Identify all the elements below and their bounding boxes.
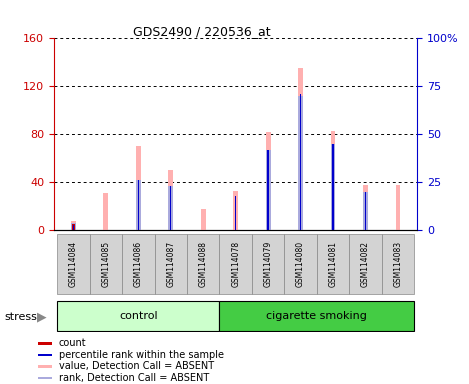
Bar [363, 192, 368, 230]
Text: GSM114083: GSM114083 [393, 241, 402, 287]
Bar [90, 234, 122, 293]
Bar [72, 224, 75, 230]
Bar [333, 144, 334, 230]
Bar [349, 234, 382, 293]
Bar [71, 223, 76, 230]
Bar [219, 234, 252, 293]
Bar [219, 301, 414, 331]
Bar [382, 234, 414, 293]
Bar [136, 146, 141, 230]
Bar [317, 234, 349, 293]
Bar [331, 144, 335, 230]
Bar [57, 234, 90, 293]
Bar [300, 94, 301, 230]
Bar [395, 185, 401, 230]
Text: GSM114087: GSM114087 [166, 241, 175, 287]
Text: cigarette smoking: cigarette smoking [266, 311, 367, 321]
Text: GSM114084: GSM114084 [69, 241, 78, 287]
Text: GSM114081: GSM114081 [328, 241, 338, 287]
Bar [267, 150, 269, 230]
Bar [298, 96, 303, 230]
Text: ▶: ▶ [38, 310, 47, 323]
Bar [168, 170, 173, 230]
Bar [57, 301, 219, 331]
Text: GSM114078: GSM114078 [231, 241, 240, 287]
Text: GSM114086: GSM114086 [134, 241, 143, 287]
Text: GSM114080: GSM114080 [296, 241, 305, 287]
Text: value, Detection Call = ABSENT: value, Detection Call = ABSENT [59, 361, 214, 371]
Text: count: count [59, 338, 86, 348]
Bar [136, 180, 141, 230]
Bar [38, 365, 52, 367]
Bar [266, 150, 271, 230]
Bar [363, 185, 368, 230]
Bar [266, 132, 271, 230]
Bar [201, 209, 205, 230]
Bar [137, 180, 139, 230]
Bar [38, 342, 52, 344]
Bar [155, 234, 187, 293]
Text: GDS2490 / 220536_at: GDS2490 / 220536_at [133, 25, 271, 38]
Bar [38, 354, 52, 356]
Bar [298, 68, 303, 230]
Bar [252, 234, 284, 293]
Bar [122, 234, 155, 293]
Bar [71, 221, 76, 230]
Text: rank, Detection Call = ABSENT: rank, Detection Call = ABSENT [59, 373, 209, 383]
Bar [284, 234, 317, 293]
Text: stress: stress [5, 312, 38, 322]
Bar [170, 186, 172, 230]
Bar [233, 191, 238, 230]
Bar [365, 192, 366, 230]
Bar [38, 377, 52, 379]
Text: percentile rank within the sample: percentile rank within the sample [59, 350, 224, 360]
Bar [187, 234, 219, 293]
Text: GSM114088: GSM114088 [199, 241, 208, 287]
Bar [168, 186, 173, 230]
Text: control: control [119, 311, 158, 321]
Text: GSM114079: GSM114079 [264, 241, 272, 287]
Text: GSM114085: GSM114085 [101, 241, 110, 287]
Bar [235, 196, 236, 230]
Text: GSM114082: GSM114082 [361, 241, 370, 287]
Bar [73, 225, 74, 230]
Bar [331, 131, 335, 230]
Bar [104, 193, 108, 230]
